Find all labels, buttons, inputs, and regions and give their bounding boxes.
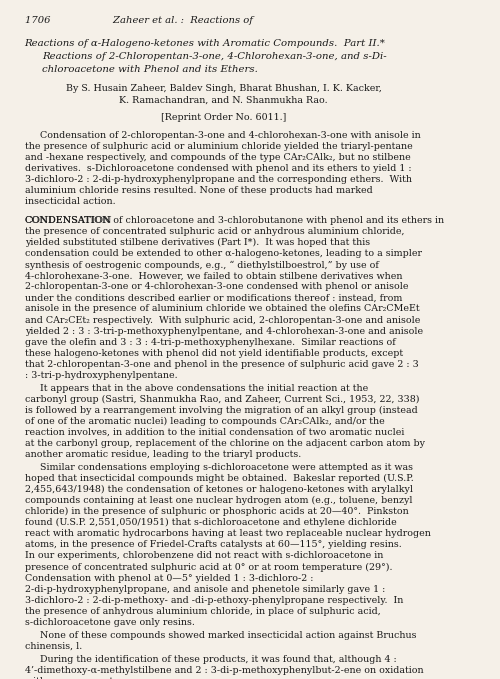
- Text: and CAr₂CEt₂ respectively.  With sulphuric acid, 2-chloropentan-3-one and anisol: and CAr₂CEt₂ respectively. With sulphuri…: [24, 316, 420, 325]
- Text: condensation could be extended to other α-halogeno-ketones, leading to a simpler: condensation could be extended to other …: [24, 249, 421, 258]
- Text: 4-chlorohexane-3-one.  However, we failed to obtain stilbene derivatives when: 4-chlorohexane-3-one. However, we failed…: [24, 272, 402, 280]
- Text: None of these compounds showed marked insecticidal action against Bruchus: None of these compounds showed marked in…: [40, 631, 416, 640]
- Text: under the conditions described earlier or modifications thereof : instead, from: under the conditions described earlier o…: [24, 293, 402, 302]
- Text: [Reprint Order No. 6011.]: [Reprint Order No. 6011.]: [161, 113, 286, 122]
- Text: at the carbonyl group, replacement of the chlorine on the adjacent carbon atom b: at the carbonyl group, replacement of th…: [24, 439, 424, 448]
- Text: CONDENSATION: CONDENSATION: [24, 216, 112, 225]
- Text: synthesis of oestrogenic compounds, e.g., “ diethylstilboestrol,” by use of: synthesis of oestrogenic compounds, e.g.…: [24, 260, 378, 270]
- Text: gave the olefin and 3 : 3 : 4-tri-p-methoxyphenylhexane.  Similar reactions of: gave the olefin and 3 : 3 : 4-tri-p-meth…: [24, 337, 396, 346]
- Text: 2-di-p-hydroxyphenylpropane, and anisole and phenetole similarly gave 1 :: 2-di-p-hydroxyphenylpropane, and anisole…: [24, 585, 385, 593]
- Text: with permanganate: with permanganate: [24, 677, 118, 679]
- Text: that 2-chloropentan-3-one and phenol in the presence of sulphuric acid gave 2 : : that 2-chloropentan-3-one and phenol in …: [24, 360, 418, 369]
- Text: CONDENSATION of chloroacetone and 3-chlorobutanone with phenol and its ethers in: CONDENSATION of chloroacetone and 3-chlo…: [24, 216, 444, 225]
- Text: compounds containing at least one nuclear hydrogen atom (e.g., toluene, benzyl: compounds containing at least one nuclea…: [24, 496, 412, 505]
- Text: Reactions of 2-Chloropentan-3-one, 4-Chlorohexan-3-one, and s-Di-: Reactions of 2-Chloropentan-3-one, 4-Chl…: [42, 52, 387, 60]
- Text: another aromatic residue, leading to the triaryl products.: another aromatic residue, leading to the…: [24, 450, 301, 459]
- Text: carbonyl group (Sastri, Shanmukha Rao, and Zaheer, Current Sci., 1953, 22, 338): carbonyl group (Sastri, Shanmukha Rao, a…: [24, 394, 419, 404]
- Text: is followed by a rearrangement involving the migration of an alkyl group (instea: is followed by a rearrangement involving…: [24, 406, 417, 415]
- Text: 2-chloropentan-3-one or 4-chlorohexan-3-one condensed with phenol or anisole: 2-chloropentan-3-one or 4-chlorohexan-3-…: [24, 282, 408, 291]
- Text: 1706                    Zaheer et al. :  Reactions of: 1706 Zaheer et al. : Reactions of: [24, 16, 252, 25]
- Text: Reactions of α-Halogeno-ketones with Aromatic Compounds.  Part II.*: Reactions of α-Halogeno-ketones with Aro…: [24, 39, 386, 48]
- Text: these halogeno-ketones with phenol did not yield identifiable products, except: these halogeno-ketones with phenol did n…: [24, 349, 402, 358]
- Text: insecticidal action.: insecticidal action.: [24, 198, 115, 206]
- Text: derivatives.  s-Dichloroacetone condensed with phenol and its ethers to yield 1 : derivatives. s-Dichloroacetone condensed…: [24, 164, 411, 173]
- Text: anisole in the presence of aluminium chloride we obtained the olefins CAr₂CMeEt: anisole in the presence of aluminium chl…: [24, 304, 419, 314]
- Text: yielded 2 : 3 : 3-tri-p-methoxyphenylpentane, and 4-chlorohexan-3-one and anisol: yielded 2 : 3 : 3-tri-p-methoxyphenylpen…: [24, 327, 422, 335]
- Text: reaction involves, in addition to the initial condensation of two aromatic nucle: reaction involves, in addition to the in…: [24, 428, 404, 437]
- Text: presence of concentrated sulphuric acid at 0° or at room temperature (29°).: presence of concentrated sulphuric acid …: [24, 562, 395, 572]
- Text: During the identification of these products, it was found that, although 4 :: During the identification of these produ…: [40, 655, 397, 664]
- Text: and -hexane respectively, and compounds of the type CAr₂CAlk₂, but no stilbene: and -hexane respectively, and compounds …: [24, 153, 410, 162]
- Text: aluminium chloride resins resulted. None of these products had marked: aluminium chloride resins resulted. None…: [24, 186, 372, 196]
- Text: hoped that insecticidal compounds might be obtained.  Bakeslar reported (U.S.P.: hoped that insecticidal compounds might …: [24, 474, 413, 483]
- Text: the presence of anhydrous aluminium chloride, in place of sulphuric acid,: the presence of anhydrous aluminium chlo…: [24, 607, 380, 616]
- Text: of one of the aromatic nuclei) leading to compounds CAr₂CAlk₂, and/or the: of one of the aromatic nuclei) leading t…: [24, 417, 384, 426]
- Text: the presence of concentrated sulphuric acid or anhydrous aluminium chloride,: the presence of concentrated sulphuric a…: [24, 227, 404, 236]
- Text: 3-dichloro-2 : 2-di-p-methoxy- and -di-p-ethoxy-phenylpropane respectively.  In: 3-dichloro-2 : 2-di-p-methoxy- and -di-p…: [24, 595, 403, 605]
- Text: It appears that in the above condensations the initial reaction at the: It appears that in the above condensatio…: [40, 384, 368, 392]
- Text: chloride) in the presence of sulphuric or phosphoric acids at 20—40°.  Pinkston: chloride) in the presence of sulphuric o…: [24, 507, 408, 517]
- Text: 3-dichloro-2 : 2-di-p-hydroxyphenylpropane and the corresponding ethers.  With: 3-dichloro-2 : 2-di-p-hydroxyphenylpropa…: [24, 175, 411, 184]
- Text: yielded substituted stilbene derivatives (Part I*).  It was hoped that this: yielded substituted stilbene derivatives…: [24, 238, 370, 247]
- Text: react with aromatic hydrocarbons having at least two replaceable nuclear hydroge: react with aromatic hydrocarbons having …: [24, 530, 430, 538]
- Text: found (U.S.P. 2,551,050/1951) that s-dichloroacetone and ethylene dichloride: found (U.S.P. 2,551,050/1951) that s-dic…: [24, 518, 396, 528]
- Text: the presence of sulphuric acid or aluminium chloride yielded the triaryl-pentane: the presence of sulphuric acid or alumin…: [24, 142, 412, 151]
- Text: K. Ramachandran, and N. Shanmukha Rao.: K. Ramachandran, and N. Shanmukha Rao.: [119, 96, 328, 105]
- Text: atoms, in the presence of Friedel-Crafts catalysts at 60—115°, yielding resins.: atoms, in the presence of Friedel-Crafts…: [24, 540, 404, 549]
- Text: chinensis, l.: chinensis, l.: [24, 642, 82, 650]
- Text: chloroacetone with Phenol and its Ethers.: chloroacetone with Phenol and its Ethers…: [42, 65, 258, 73]
- Text: Similar condensations employing s-dichloroacetone were attempted as it was: Similar condensations employing s-dichlo…: [40, 463, 413, 472]
- Text: 2,455,643/1948) the condensation of ketones or halogeno-ketones with arylalkyl: 2,455,643/1948) the condensation of keto…: [24, 485, 412, 494]
- Text: 4’-dimethoxy-α-methylstilbene and 2 : 3-di-p-methoxyphenylbut-2-ene on oxidation: 4’-dimethoxy-α-methylstilbene and 2 : 3-…: [24, 666, 423, 675]
- Text: s-dichloroacetone gave only resins.: s-dichloroacetone gave only resins.: [24, 618, 194, 627]
- Text: Condensation of 2-chloropentan-3-one and 4-chlorohexan-3-one with anisole in: Condensation of 2-chloropentan-3-one and…: [40, 131, 421, 140]
- Text: : 3-tri-p-hydroxyphenylpentane.: : 3-tri-p-hydroxyphenylpentane.: [24, 371, 177, 380]
- Text: In our experiments, chlorobenzene did not react with s-dichloroacetone in: In our experiments, chlorobenzene did no…: [24, 551, 383, 560]
- Text: By S. Husain Zaheer, Baldev Singh, Bharat Bhushan, I. K. Kacker,: By S. Husain Zaheer, Baldev Singh, Bhara…: [66, 84, 382, 93]
- Text: Condensation with phenol at 0—5° yielded 1 : 3-dichloro-2 :: Condensation with phenol at 0—5° yielded…: [24, 574, 313, 583]
